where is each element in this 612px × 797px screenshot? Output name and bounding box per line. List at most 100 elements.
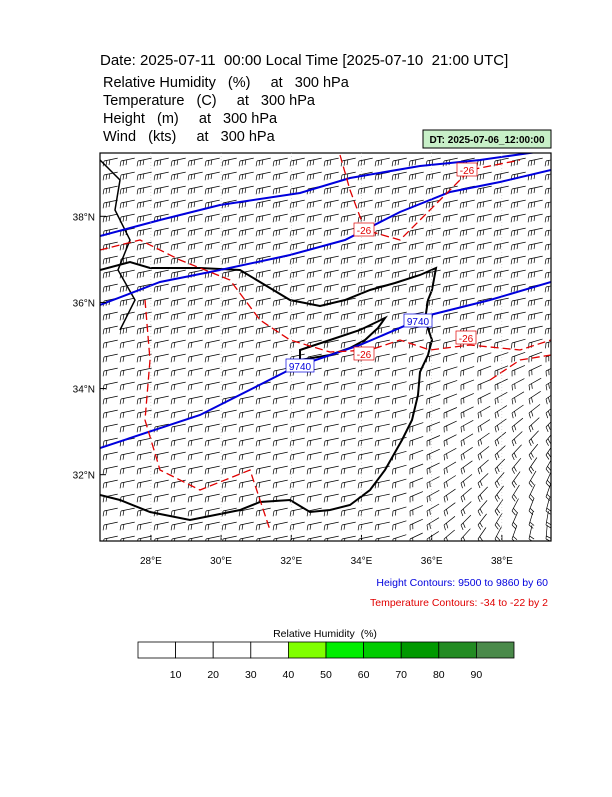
wind-barb (357, 367, 373, 377)
wind-barb (494, 526, 502, 541)
wind-barb (204, 157, 220, 167)
wind-barb (408, 157, 424, 167)
wind-barb (204, 409, 220, 419)
wind-barb (136, 171, 152, 181)
wind-barb (527, 185, 543, 195)
wind-barb (239, 535, 254, 541)
wind-barb (460, 474, 473, 489)
wind-barb (136, 437, 152, 447)
wind-barb (306, 241, 322, 251)
wind-barb (323, 367, 339, 377)
wind-barb (272, 353, 288, 363)
wind-barb (255, 269, 271, 279)
wind-barb (170, 185, 186, 195)
wind-barb (255, 437, 271, 447)
wind-barb (102, 199, 118, 209)
wind-barb (459, 227, 475, 237)
height-contour-label: 9740 (407, 317, 430, 328)
wind-barb (255, 465, 271, 475)
wind-barb (238, 255, 254, 265)
wind-barb (528, 484, 536, 502)
wind-barb (357, 395, 373, 405)
x-tick-label: 32°E (280, 556, 302, 567)
wind-barb (323, 465, 339, 475)
wind-barb (222, 535, 237, 541)
wind-barb (527, 157, 543, 167)
wind-barb (153, 241, 169, 251)
wind-barb (289, 521, 305, 531)
wind-barb (426, 421, 441, 433)
wind-barb (374, 437, 390, 447)
wind-barb (170, 479, 186, 489)
wind-barb (477, 527, 487, 541)
wind-barb (340, 521, 356, 531)
wind-barb (374, 451, 390, 461)
wind-barb (323, 199, 339, 209)
wind-barb (307, 535, 322, 541)
wind-barb (545, 459, 551, 474)
wind-barb (238, 269, 254, 279)
wind-barb (494, 485, 504, 502)
wind-barb (323, 171, 339, 181)
wind-barb (170, 157, 186, 167)
wind-barb (391, 185, 407, 195)
wind-barb (374, 325, 390, 335)
wind-barb (460, 514, 472, 531)
wind-barb (493, 213, 509, 223)
wind-barb (510, 241, 526, 251)
wind-barb (459, 255, 475, 265)
wind-barb (375, 535, 390, 541)
wind-barb (374, 255, 390, 265)
wind-barb (238, 381, 254, 391)
wind-barb (374, 171, 390, 181)
title: Date: 2025-07-11 00:00 Local Time [2025-… (100, 52, 508, 69)
wind-barb (391, 241, 407, 251)
wind-barb (443, 461, 457, 475)
wind-barb (340, 381, 356, 391)
wind-barb (102, 465, 118, 475)
wind-barb (409, 491, 424, 503)
wind-barb (340, 269, 356, 279)
wind-barb (102, 507, 118, 517)
wind-barb (102, 479, 118, 489)
wind-barb (357, 199, 373, 209)
wind-barb (443, 420, 457, 433)
wind-barb (289, 451, 305, 461)
contour-label-box (455, 330, 477, 345)
wind-barb (153, 157, 169, 167)
wind-barb (459, 269, 475, 279)
wind-barb (460, 487, 472, 503)
wind-barb (409, 463, 424, 475)
wind-barb (340, 507, 356, 517)
wind-barb (374, 409, 390, 419)
wind-barb (272, 297, 288, 307)
wind-barb (272, 437, 288, 447)
wind-barb (323, 213, 339, 223)
colorbar-box (438, 641, 477, 659)
wind-barb (510, 325, 526, 335)
wind-barb (136, 381, 152, 391)
wind-barb (340, 409, 356, 419)
wind-barb (136, 465, 152, 475)
wind-barb (323, 157, 339, 167)
wind-barb (460, 419, 474, 433)
wind-barb (102, 353, 118, 363)
wind-barb (102, 241, 118, 251)
wind-barb (204, 227, 220, 237)
wind-barb (494, 365, 509, 377)
variable-line: Temperature (C) at 300 hPa (103, 93, 316, 109)
wind-barb (136, 409, 152, 419)
wind-barb (119, 479, 135, 489)
temperature-contour-label: -26 (357, 350, 372, 361)
wind-barb (476, 311, 492, 321)
wind-barb (425, 227, 441, 237)
wind-barb (289, 199, 305, 209)
wind-barb (442, 199, 458, 209)
wind-barb (425, 283, 441, 293)
wind-barb (153, 269, 169, 279)
wind-barb (391, 157, 407, 167)
wind-barb (510, 269, 526, 279)
wind-barb (136, 297, 152, 307)
wind-barb (493, 311, 509, 321)
wind-barb (136, 241, 152, 251)
